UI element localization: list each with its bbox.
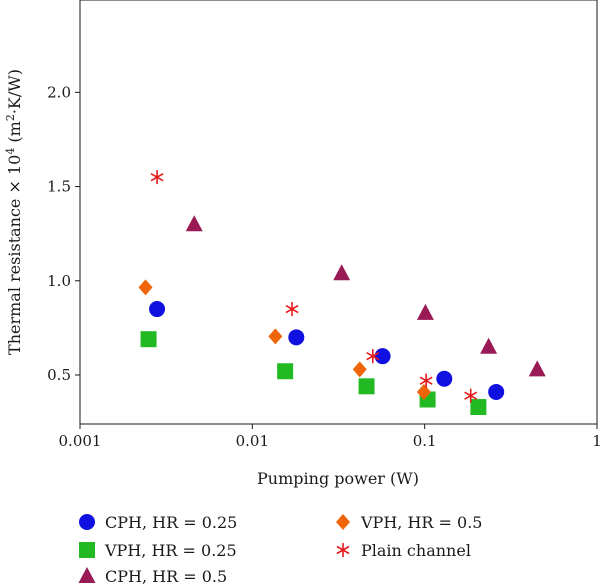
data-point <box>140 331 157 348</box>
data-point <box>352 361 367 378</box>
x-tick-label: 0.01 <box>236 432 269 450</box>
data-point <box>277 363 294 380</box>
y-axis-label-unit-exponent: 2 <box>4 114 17 121</box>
x-tick-label: 0.001 <box>59 432 102 450</box>
data-point <box>470 399 487 416</box>
y-axis-label-unit-pre: (m <box>5 121 24 148</box>
data-point <box>419 373 433 388</box>
y-tick-label: 0.5 <box>47 366 71 384</box>
data-point <box>358 378 375 395</box>
y-axis-label: Thermal resistance × 104 (m2·K/W) <box>4 69 24 355</box>
y-tick-label: 1.5 <box>47 178 71 196</box>
data-point <box>285 302 299 317</box>
data-point <box>185 215 203 232</box>
series-circle <box>149 301 505 400</box>
data-point <box>150 170 164 185</box>
legend: CPH, HR = 0.25 VPH, HR = 0.25 CPH, HR = 0.… <box>78 513 482 586</box>
series-triangle <box>185 215 546 377</box>
data-point <box>366 349 380 364</box>
legend-marker <box>78 567 96 583</box>
legend-item: CPH, HR = 0.5 <box>78 567 227 586</box>
data-point <box>149 301 166 318</box>
legend-label: VPH, HR = 0.5 <box>360 513 482 532</box>
data-point <box>464 388 478 403</box>
y-axis: 0.5 1.0 1.5 2.0 <box>47 83 80 384</box>
x-axis: 0.001 0.01 0.1 1 <box>59 424 600 450</box>
legend-label: VPH, HR = 0.25 <box>104 541 237 560</box>
legend-item: VPH, HR = 0.5 <box>336 513 482 532</box>
data-point <box>333 264 351 281</box>
data-point <box>138 279 153 296</box>
legend-label: Plain channel <box>361 541 471 560</box>
data-point <box>436 370 453 387</box>
legend-label: CPH, HR = 0.5 <box>105 567 227 586</box>
legend-item: CPH, HR = 0.25 <box>79 513 237 532</box>
data-point <box>374 348 391 365</box>
legend-marker <box>79 542 95 558</box>
data-point <box>268 328 283 345</box>
x-axis-label: Pumping power (W) <box>257 469 419 488</box>
data-point <box>528 360 546 377</box>
legend-item: Plain channel <box>336 541 471 560</box>
data-point <box>480 337 498 354</box>
legend-marker <box>79 514 95 530</box>
y-axis-label-exponent: 4 <box>4 148 17 155</box>
series-diamond <box>138 279 431 400</box>
legend-item: VPH, HR = 0.25 <box>79 541 237 560</box>
plot-area <box>79 0 598 425</box>
data-point <box>416 383 431 400</box>
x-tick-label: 1 <box>592 432 600 450</box>
data-point <box>288 329 305 346</box>
y-tick-label: 1.0 <box>47 272 71 290</box>
y-tick-label: 2.0 <box>47 83 71 101</box>
data-points <box>138 170 546 416</box>
x-tick-label: 0.1 <box>413 432 437 450</box>
data-point <box>488 383 505 400</box>
legend-marker <box>336 514 350 530</box>
legend-marker <box>336 543 350 557</box>
data-point <box>416 303 434 320</box>
legend-label: CPH, HR = 0.25 <box>105 513 237 532</box>
series-asterisk <box>150 170 478 403</box>
series-square <box>140 331 487 416</box>
y-axis-label-main: Thermal resistance × 10 <box>5 155 24 355</box>
y-axis-label-unit-post: ·K/W) <box>5 69 24 114</box>
